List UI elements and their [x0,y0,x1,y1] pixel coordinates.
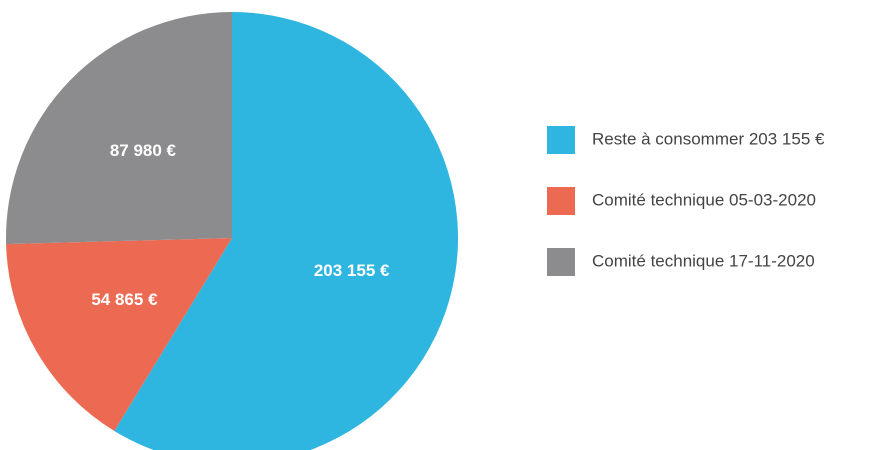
legend-swatch [547,187,575,215]
legend-label: Comité technique 17-11-2020 [592,251,815,270]
legend-swatch [547,248,575,276]
pie-slice [6,12,232,245]
legend-swatch [547,126,575,154]
value-label: 54 865 € [91,290,158,309]
legend-label: Reste à consommer 203 155 € [592,129,825,148]
value-label: 203 155 € [314,261,390,280]
value-label: 87 980 € [110,141,177,160]
legend-label: Comité technique 05-03-2020 [592,190,816,209]
pie-slice [6,238,232,431]
pie-slice [114,12,458,450]
